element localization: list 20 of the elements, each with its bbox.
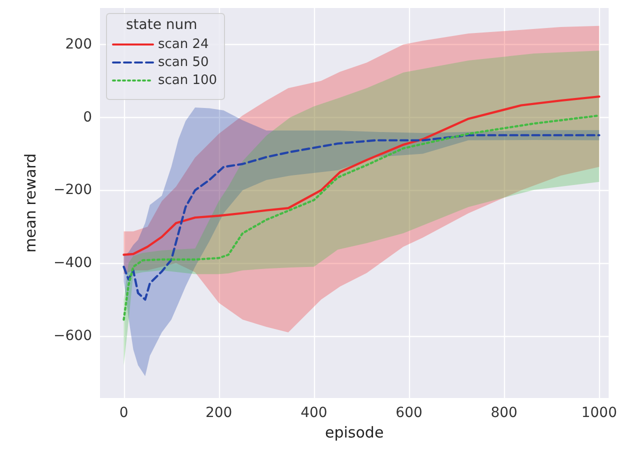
y-tick-label: −600 (54, 328, 92, 344)
line-series (122, 114, 600, 321)
y-tick-label: −200 (54, 182, 92, 198)
line-series (122, 95, 600, 256)
legend-title: state num (126, 17, 198, 33)
legend-label: scan 50 (158, 55, 209, 70)
x-axis-title: episode (325, 423, 384, 442)
y-tick-label: 0 (83, 109, 92, 126)
x-tick-label: 600 (396, 405, 422, 421)
x-tick-label: 200 (205, 405, 232, 421)
x-tick-label: 1000 (581, 405, 618, 421)
y-tick-label: 200 (65, 36, 92, 52)
x-tick-label: 400 (300, 405, 328, 421)
line-series (122, 134, 600, 301)
legend-label: scan 100 (158, 73, 218, 88)
legend-label: scan 24 (158, 37, 209, 52)
y-tick-label: −400 (54, 255, 92, 272)
y-axis-title: mean reward (22, 153, 40, 253)
x-tick-label: 800 (490, 405, 518, 421)
x-tick-label: 0 (119, 405, 128, 421)
